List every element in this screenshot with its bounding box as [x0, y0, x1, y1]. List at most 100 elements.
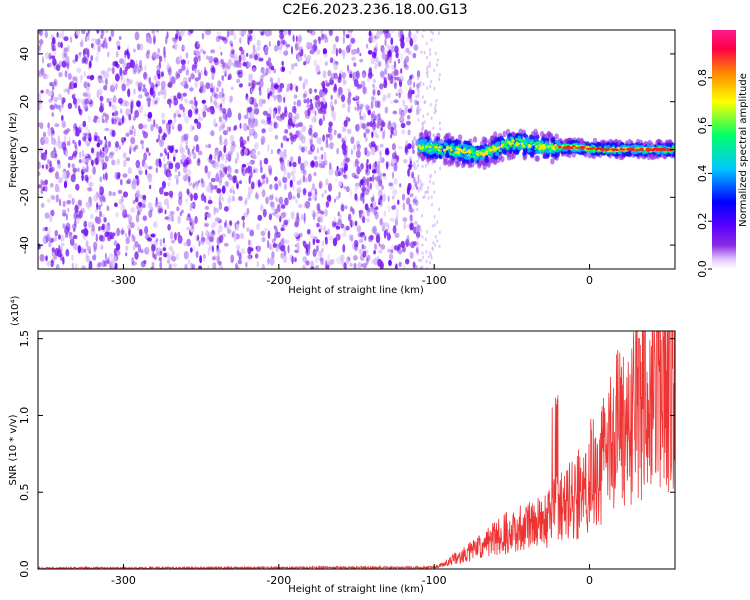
spectrogram-cell [406, 186, 410, 196]
spectrogram-cell [57, 176, 63, 184]
spectrogram-cell [224, 219, 228, 227]
spectrogram-cell [430, 116, 433, 120]
spectrogram-cell [260, 31, 264, 36]
spectrogram-cell [380, 127, 383, 131]
spectrogram-cell [255, 246, 258, 250]
spectrogram-cell [349, 262, 353, 267]
spectrogram-cell [438, 72, 441, 77]
spectrogram-cell [46, 199, 51, 203]
spectrogram-cell [388, 204, 391, 213]
spectrogram-cell [417, 94, 420, 98]
spectrogram-cell [342, 232, 347, 238]
spectrogram-cell [104, 223, 108, 231]
spectrogram-cell [140, 248, 143, 253]
spectrogram-cell [579, 146, 584, 149]
spectrogram-cell [354, 220, 358, 227]
spectrogram-cell [436, 239, 439, 243]
spectrogram-cell [646, 153, 652, 160]
spectrogram-cell [141, 143, 144, 150]
spectrogram-cell [168, 254, 174, 260]
spectrogram-cell [342, 103, 346, 108]
spectrogram-cell [316, 49, 321, 55]
spectrogram-cell [371, 259, 374, 264]
spectrogram-cell [228, 98, 233, 104]
spectrogram-cell [185, 198, 188, 204]
spectrogram-cell [191, 148, 194, 155]
spectrogram-cell [254, 253, 259, 259]
spectrogram-cell [351, 242, 357, 250]
spectrogram-cell [122, 99, 127, 107]
spectrogram-cell [273, 45, 279, 52]
spectrogram-cell [96, 30, 100, 34]
spectrogram-cell [321, 240, 325, 247]
spectrogram-cell [254, 118, 259, 127]
spectrogram-cell [325, 82, 331, 87]
spectrogram-cell [188, 182, 193, 187]
spectrogram-cell [267, 144, 270, 153]
spectrogram-cell [67, 102, 73, 110]
spectrogram-cell [198, 265, 202, 269]
spectrogram-cell [231, 195, 235, 202]
spectrogram-cell [379, 218, 384, 226]
spectrogram-cell [296, 187, 302, 194]
spectrogram-cell [246, 125, 250, 131]
spectrogram-cell [416, 236, 419, 240]
spectrogram-cell [213, 99, 217, 106]
spectrogram-cell [50, 106, 56, 110]
spectrogram-cell [107, 256, 110, 262]
spectrogram-cell [486, 161, 491, 168]
spectrogram-cell [437, 150, 442, 154]
spectrogram-cell [88, 260, 93, 269]
spectrogram-cell [194, 118, 199, 124]
spectrogram-cell [324, 36, 329, 44]
spectrogram-cell [443, 148, 447, 152]
spectrogram-cell [205, 82, 211, 90]
spectrogram-cell [77, 105, 81, 112]
spectrogram-cell [416, 159, 419, 164]
spectrogram-cell [328, 194, 332, 203]
spectrogram-cell [645, 149, 649, 152]
spectrogram-cell [96, 202, 99, 208]
spectrogram-cell [432, 147, 436, 151]
spectrogram-cell [185, 52, 189, 59]
spectrogram-cell [124, 100, 130, 107]
spectrogram-cell [110, 30, 115, 38]
spectrogram-cell [371, 131, 374, 138]
spectrogram-cell [139, 43, 144, 51]
spectrogram-cell [432, 126, 435, 131]
spectrogram-cell [335, 35, 339, 43]
spectrogram-cell [105, 42, 108, 49]
spectrogram-cell [394, 129, 398, 137]
spectrogram-cell [316, 203, 321, 211]
spectrogram-cell [116, 40, 121, 47]
spectrogram-cell [61, 120, 67, 129]
spectrogram-cell [364, 235, 367, 241]
spectrogram-cell [101, 118, 105, 124]
spectrogram-cell [164, 209, 167, 215]
spectrogram-cell [291, 195, 296, 200]
spectrogram-cell [274, 134, 279, 140]
spectrogram-cell [122, 69, 128, 76]
spectrogram-cell [364, 146, 368, 154]
spectrogram-cell [346, 186, 350, 193]
spectrogram-cell [438, 230, 441, 235]
spectrogram-cell [209, 82, 214, 89]
spectrogram-cell [354, 94, 359, 100]
spectrogram-cell [426, 229, 429, 234]
spectrogram-cell [125, 236, 130, 245]
spectrogram-cell [236, 220, 240, 225]
spectrogram-cell [202, 111, 207, 118]
spectrogram-cell [38, 92, 42, 101]
spectrogram-cell [397, 249, 403, 255]
spectrogram-cell [402, 202, 406, 211]
spectrogram-cell [325, 79, 328, 84]
colorbar-tick-label: 0.4 [696, 165, 709, 183]
spectrogram-cell [406, 197, 411, 206]
spectrogram-cell [278, 196, 284, 205]
spectrogram-cell [249, 54, 253, 59]
spectrogram-cell [313, 59, 318, 67]
spectrogram-cell [177, 123, 183, 132]
spectrogram-cell [71, 223, 77, 230]
spectrogram-cell [292, 161, 297, 168]
spectrogram-cell [223, 145, 227, 154]
